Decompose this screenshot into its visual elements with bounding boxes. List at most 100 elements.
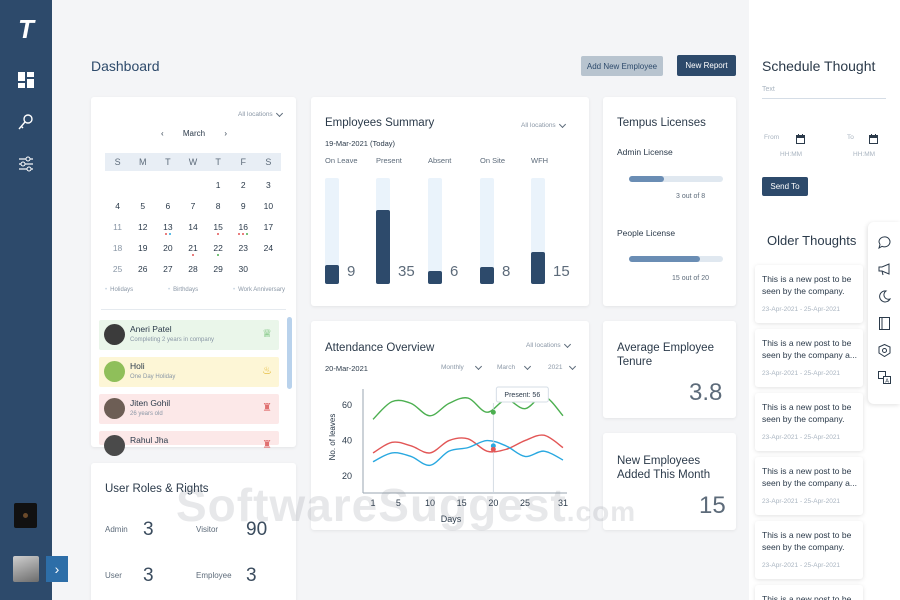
bar-label: On Site [480,156,506,165]
new-report-button[interactable]: New Report [677,55,736,76]
from-time-input[interactable]: HH:MM [780,151,803,158]
event-item[interactable]: Holi One Day Holiday ♨ [99,357,279,387]
chevron-down-icon [275,109,283,117]
y-tick-label: 40 [342,436,352,446]
period-dropdown[interactable]: Monthly [441,362,482,371]
divider [101,309,286,310]
calendar-day[interactable]: 19 [137,243,148,253]
calendar-day[interactable]: 22 [206,240,231,261]
calendar-day[interactable]: 21 [180,240,205,261]
calendar-day[interactable]: 15 [206,219,231,240]
license-label: People License [617,228,676,238]
add-employee-button[interactable]: Add New Employee [581,56,663,76]
calendar-icon[interactable] [869,131,878,149]
calendar-day[interactable]: 8 [215,201,221,211]
event-list-scrollbar[interactable] [287,317,292,389]
event-item[interactable]: Jiten Gohil 26 years old ♜ [99,394,279,424]
thought-card[interactable]: This is a new post to be seen by the com… [755,265,863,323]
month-dropdown[interactable]: March [497,362,532,371]
data-point[interactable] [490,443,496,449]
schedule-title: Schedule Thought [762,58,876,74]
calendar-day[interactable]: 29 [213,264,223,274]
weekday-label: F [240,157,247,167]
book-icon[interactable] [877,316,891,330]
thought-card[interactable]: This is a new post to be [755,585,863,600]
calendar-day[interactable]: 30 [238,264,248,274]
to-time-input[interactable]: HH:MM [853,151,876,158]
moon-icon[interactable] [877,289,891,303]
megaphone-icon[interactable] [877,262,891,276]
employees-summary-card: Employees Summary 19-Mar-2021 (Today) Al… [311,97,589,306]
calendar-day[interactable]: 27 [163,264,173,274]
card-title: User Roles & Rights [105,483,209,495]
badge-icon[interactable] [877,343,891,357]
calendar-day[interactable]: 4 [115,201,120,211]
calendar-day[interactable]: 23 [238,243,248,253]
page-title: Dashboard [91,58,160,74]
calendar-icon[interactable] [796,131,805,149]
thought-dates: 23-Apr-2021 - 25-Apr-2021 [762,562,841,569]
calendar-day[interactable]: 28 [188,264,198,274]
key-icon[interactable] [14,110,38,134]
bar-fill [428,271,442,284]
calendar-day[interactable]: 16 [231,217,256,240]
thought-text: This is a new post to be seen by the com… [762,274,852,296]
translate-icon[interactable]: A [877,370,891,384]
year-dropdown[interactable]: 2021 [548,362,577,371]
thought-card[interactable]: This is a new post to be seen by the com… [755,393,863,451]
calendar-day[interactable]: 13 [155,219,180,240]
series-line [372,395,564,420]
calendar-day[interactable]: 12 [137,222,148,232]
calendar-day[interactable]: 10 [263,201,274,211]
calendar-day[interactable]: 5 [140,201,146,211]
sliders-icon[interactable] [14,152,38,176]
calendar-location-dropdown[interactable]: All locations [238,109,283,118]
app-logo: T [18,14,34,44]
data-point[interactable] [490,446,496,452]
calendar-day[interactable]: 14 [188,222,198,232]
company-logo[interactable] [14,503,37,528]
calendar-day[interactable]: 20 [163,243,173,253]
summary-location-dropdown[interactable]: All locations [521,120,566,129]
license-progress-fill [629,256,700,262]
dashboard-icon[interactable] [14,68,38,92]
calendar-day[interactable]: 18 [112,243,123,253]
avg-tenure-value: 3.8 [689,379,723,406]
thought-card[interactable]: This is a new post to be seen by the com… [755,329,863,387]
event-subtitle: 26 years old [130,411,163,417]
calendar-day[interactable]: 24 [263,243,274,253]
older-thoughts-title: Older Thoughts [767,233,857,248]
send-to-button[interactable]: Send To [762,177,808,196]
role-count: 90 [246,519,268,540]
prev-month-button[interactable]: ‹ [161,129,164,138]
event-item[interactable]: Rahul Jha ♜ [99,431,279,456]
chat-icon[interactable] [877,235,891,249]
thought-card[interactable]: This is a new post to be seen by the com… [755,457,863,515]
calendar-day[interactable]: 3 [266,180,271,190]
weekday-label: W [188,157,198,167]
calendar-day[interactable]: 7 [190,201,196,211]
calendar-day[interactable]: 6 [165,201,171,211]
avatar[interactable] [13,556,39,582]
role-count: 3 [143,565,154,586]
expand-sidebar-button[interactable]: › [46,556,68,582]
thought-card[interactable]: This is a new post to be seen by the com… [755,521,863,579]
calendar-day[interactable]: 25 [112,264,123,274]
calendar-day[interactable]: 11 [113,222,122,232]
calendar-day[interactable]: 2 [240,180,246,190]
bar-label: WFH [531,156,549,165]
chevron-down-icon [558,120,566,128]
weekday-label: S [265,157,272,167]
calendar-day[interactable]: 1 [215,180,221,190]
thought-text-input[interactable]: Text [762,86,886,99]
calendar-day[interactable]: 26 [137,264,148,274]
next-month-button[interactable]: › [224,129,227,138]
x-tick-label: 25 [520,498,530,508]
data-point[interactable] [490,409,496,415]
thought-text: This is a new post to be seen by the com… [762,530,852,552]
event-item[interactable]: Aneri Patel Completing 2 years in company… [99,320,279,350]
calendar-day[interactable]: 17 [263,222,274,232]
attendance-location-dropdown[interactable]: All locations [526,340,571,349]
calendar-day[interactable]: 9 [240,201,246,211]
dropdown-value: 2021 [548,364,563,371]
